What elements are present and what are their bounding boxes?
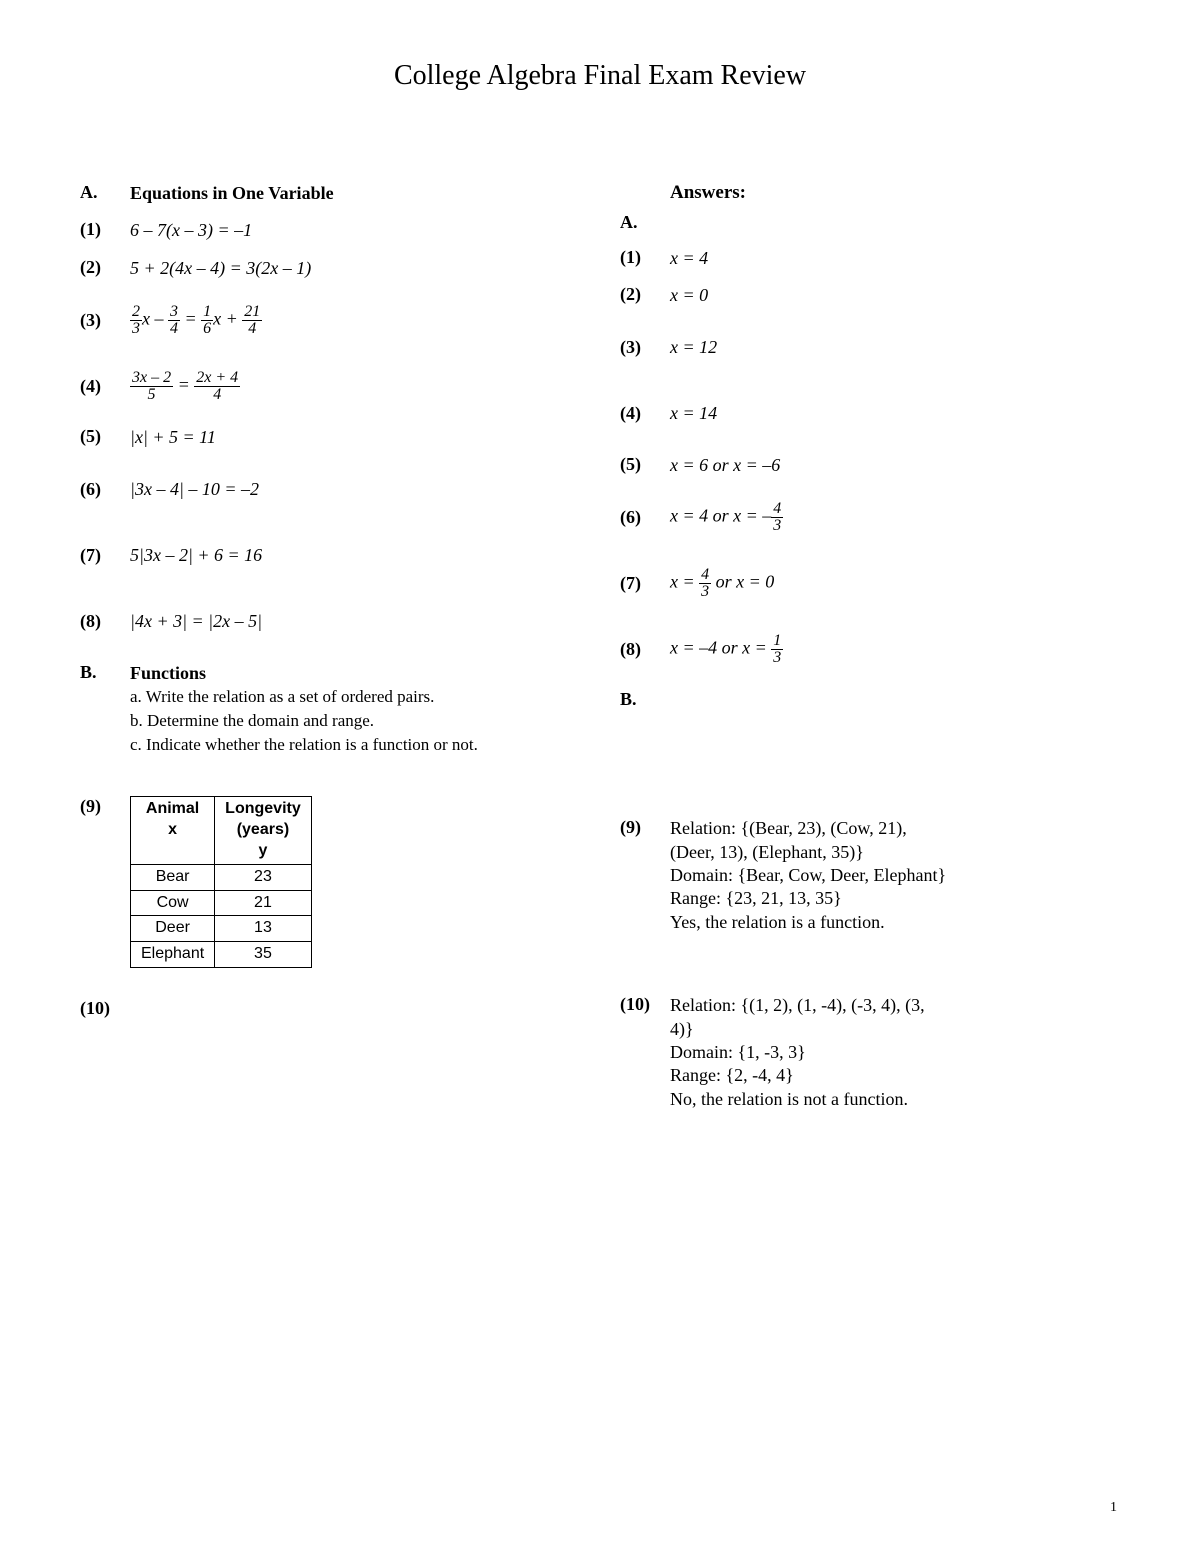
table-header-longevity: Longevity (years) y bbox=[215, 797, 312, 864]
a5-num: (5) bbox=[620, 454, 670, 475]
q4-text: 3x – 25 = 2x + 44 bbox=[130, 370, 580, 403]
two-column-layout: A. Equations in One Variable (1) 6 – 7(x… bbox=[80, 182, 1120, 1125]
answer-10: (10) Relation: {(1, 2), (1, -4), (-3, 4)… bbox=[620, 994, 1120, 1111]
table-row: Elephant35 bbox=[131, 942, 312, 968]
a9-num: (9) bbox=[620, 817, 670, 838]
q5-num: (5) bbox=[80, 426, 130, 447]
table-row: Bear23 bbox=[131, 864, 312, 890]
questions-column: A. Equations in One Variable (1) 6 – 7(x… bbox=[80, 182, 580, 1125]
question-3: (3) 23x – 34 = 16x + 214 bbox=[80, 294, 580, 346]
a3-text: x = 12 bbox=[670, 336, 1120, 359]
q6-num: (6) bbox=[80, 479, 130, 500]
a4-text: x = 14 bbox=[670, 402, 1120, 425]
a3-num: (3) bbox=[620, 337, 670, 358]
q2-text: 5 + 2(4x – 4) = 3(2x – 1) bbox=[130, 257, 580, 280]
page-number: 1 bbox=[1110, 1500, 1117, 1516]
section-b-content: Functions a. Write the relation as a set… bbox=[130, 662, 580, 757]
a8-num: (8) bbox=[620, 639, 670, 660]
a5-text: x = 6 or x = –6 bbox=[670, 454, 1120, 477]
section-b-heading: Functions bbox=[130, 662, 580, 685]
a7-text: x = 43 or x = 0 bbox=[670, 567, 1120, 600]
q1-num: (1) bbox=[80, 219, 130, 240]
animal-table: Animal x Longevity (years) y Bear23 Cow2… bbox=[130, 796, 312, 968]
question-2: (2) 5 + 2(4x – 4) = 3(2x – 1) bbox=[80, 257, 580, 280]
answer-section-b: B. bbox=[620, 689, 1120, 777]
q10-num: (10) bbox=[80, 998, 130, 1019]
q2-num: (2) bbox=[80, 257, 130, 278]
question-9: (9) Animal x Longevity (years) y bbox=[80, 796, 580, 968]
answer-5: (5) x = 6 or x = –6 bbox=[620, 454, 1120, 477]
q3-text: 23x – 34 = 16x + 214 bbox=[130, 304, 580, 337]
question-1: (1) 6 – 7(x – 3) = –1 bbox=[80, 219, 580, 242]
a10-text: Relation: {(1, 2), (1, -4), (-3, 4), (3,… bbox=[670, 994, 1120, 1111]
q7-num: (7) bbox=[80, 545, 130, 566]
section-b-header: B. Functions a. Write the relation as a … bbox=[80, 662, 580, 757]
a2-num: (2) bbox=[620, 284, 670, 305]
section-b-sub-b: b. Determine the domain and range. bbox=[130, 709, 580, 733]
answers-column: Answers: A. (1) x = 4 (2) x = 0 (3) x = … bbox=[620, 182, 1120, 1125]
a6-num: (6) bbox=[620, 507, 670, 528]
table-row: Deer13 bbox=[131, 916, 312, 942]
q9-content: Animal x Longevity (years) y Bear23 Cow2… bbox=[130, 796, 580, 968]
section-b-label: B. bbox=[80, 662, 130, 683]
answer-8: (8) x = –4 or x = 13 bbox=[620, 623, 1120, 675]
table-header-animal: Animal x bbox=[131, 797, 215, 864]
answer-1: (1) x = 4 bbox=[620, 247, 1120, 270]
answer-9: (9) Relation: {(Bear, 23), (Cow, 21), (D… bbox=[620, 817, 1120, 934]
q7-text: 5|3x – 2| + 6 = 16 bbox=[130, 544, 580, 567]
ans-a-label: A. bbox=[620, 212, 670, 233]
question-10: (10) bbox=[80, 998, 580, 1019]
q6-text: |3x – 4| – 10 = –2 bbox=[130, 478, 580, 501]
section-b-sub-a: a. Write the relation as a set of ordere… bbox=[130, 685, 580, 709]
q1-text: 6 – 7(x – 3) = –1 bbox=[130, 219, 580, 242]
a1-text: x = 4 bbox=[670, 247, 1120, 270]
answer-3: (3) x = 12 bbox=[620, 322, 1120, 374]
answer-7: (7) x = 43 or x = 0 bbox=[620, 557, 1120, 609]
answer-2: (2) x = 0 bbox=[620, 284, 1120, 307]
q3-num: (3) bbox=[80, 310, 130, 331]
q8-text: |4x + 3| = |2x – 5| bbox=[130, 610, 580, 633]
answers-heading: Answers: bbox=[670, 182, 1120, 204]
a4-num: (4) bbox=[620, 403, 670, 424]
question-5: (5) |x| + 5 = 11 bbox=[80, 426, 580, 449]
section-a-heading: Equations in One Variable bbox=[130, 182, 580, 205]
section-b-sub-c: c. Indicate whether the relation is a fu… bbox=[130, 733, 580, 757]
a10-num: (10) bbox=[620, 994, 670, 1015]
section-a-header: A. Equations in One Variable bbox=[80, 182, 580, 205]
question-8: (8) |4x + 3| = |2x – 5| bbox=[80, 596, 580, 648]
question-4: (4) 3x – 25 = 2x + 44 bbox=[80, 360, 580, 412]
a8-text: x = –4 or x = 13 bbox=[670, 633, 1120, 666]
a9-text: Relation: {(Bear, 23), (Cow, 21), (Deer,… bbox=[670, 817, 1120, 934]
a1-num: (1) bbox=[620, 247, 670, 268]
answer-4: (4) x = 14 bbox=[620, 388, 1120, 440]
q5-text: |x| + 5 = 11 bbox=[130, 426, 580, 449]
page-title: College Algebra Final Exam Review bbox=[80, 60, 1120, 92]
section-a-label: A. bbox=[80, 182, 130, 203]
ans-b-label: B. bbox=[620, 689, 670, 710]
q8-num: (8) bbox=[80, 611, 130, 632]
a7-num: (7) bbox=[620, 573, 670, 594]
answer-6: (6) x = 4 or x = –43 bbox=[620, 491, 1120, 543]
q4-num: (4) bbox=[80, 376, 130, 397]
table-row: Cow21 bbox=[131, 890, 312, 916]
a6-text: x = 4 or x = –43 bbox=[670, 501, 1120, 534]
answer-section-a: A. bbox=[620, 212, 1120, 233]
q9-num: (9) bbox=[80, 796, 130, 817]
a2-text: x = 0 bbox=[670, 284, 1120, 307]
question-6: (6) |3x – 4| – 10 = –2 bbox=[80, 464, 580, 516]
question-7: (7) 5|3x – 2| + 6 = 16 bbox=[80, 530, 580, 582]
